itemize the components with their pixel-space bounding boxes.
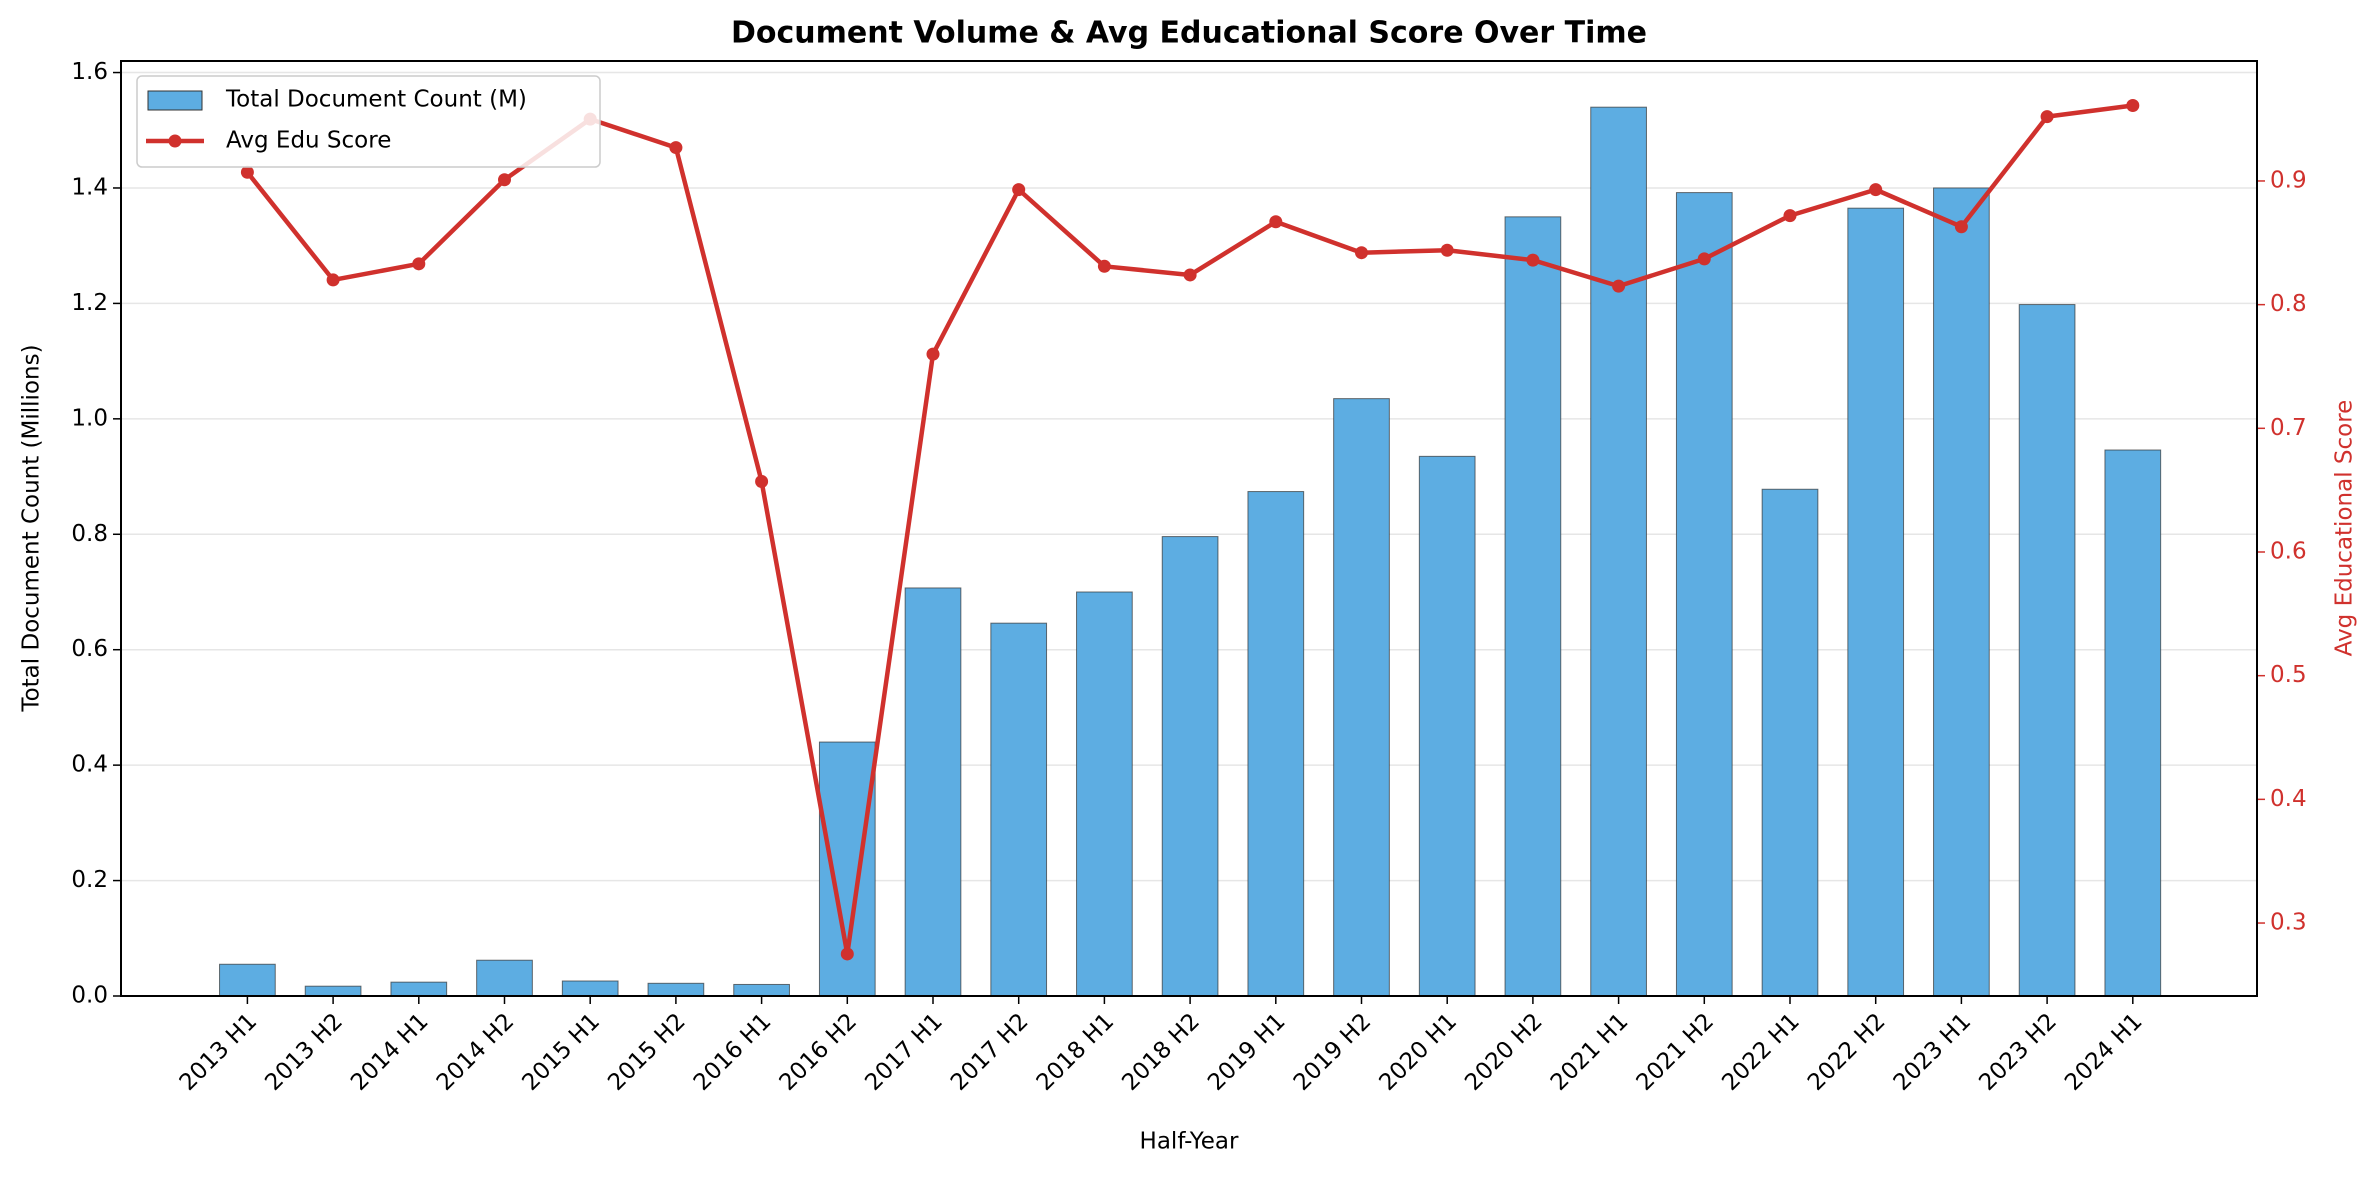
bar	[219, 963, 276, 997]
x-tick-label: 2022 H1	[1717, 1008, 1805, 1096]
bar	[990, 622, 1048, 997]
x-tick-label: 2024 H1	[2060, 1008, 2148, 1096]
bar	[304, 985, 362, 997]
x-tick-label: 2014 H2	[432, 1008, 520, 1096]
bar	[561, 980, 619, 997]
x-tick-label: 2017 H2	[946, 1008, 1034, 1096]
bar	[904, 587, 962, 997]
y2-tick-label: 0.4	[2270, 786, 2307, 812]
legend-box	[136, 75, 601, 168]
line-point	[1783, 209, 1797, 223]
plot-frame	[120, 60, 2258, 997]
line-point	[240, 165, 254, 179]
line-point	[755, 475, 769, 489]
y2-tick-label: 0.3	[2270, 910, 2307, 936]
line-point	[1012, 183, 1026, 197]
bar	[1675, 192, 1733, 997]
y2-tick-label: 0.6	[2270, 538, 2307, 564]
line-point	[926, 347, 940, 361]
y-tick-label: 0.2	[71, 867, 108, 893]
line-point	[1697, 252, 1711, 266]
x-tick-label: 2020 H1	[1375, 1008, 1463, 1096]
y-tick-label: 0.6	[71, 636, 108, 662]
x-tick-label: 2022 H2	[1803, 1008, 1891, 1096]
bar	[1761, 488, 1819, 997]
bar	[1590, 106, 1647, 997]
bar	[1933, 187, 1990, 997]
x-tick-label: 2013 H1	[175, 1008, 263, 1096]
legend-label: Total Document Count (M)	[225, 87, 527, 113]
y-tick-label: 1.0	[71, 405, 108, 431]
y2-tick-label: 0.8	[2270, 291, 2307, 317]
line-point	[1526, 253, 1540, 267]
line-point	[1869, 183, 1883, 197]
line-point	[1612, 279, 1626, 293]
line-point	[1269, 215, 1283, 229]
line-point	[2040, 110, 2054, 124]
bar	[390, 981, 448, 997]
x-tick-label: 2020 H2	[1460, 1008, 1548, 1096]
y-tick-label: 0.8	[71, 521, 108, 547]
line-point	[1355, 246, 1368, 260]
bar	[1504, 216, 1562, 997]
line-point	[1097, 259, 1111, 273]
y2-tick-label: 0.9	[2270, 167, 2307, 193]
y2-tick-label: 0.7	[2270, 415, 2307, 441]
bar	[2018, 304, 2076, 997]
line-point	[326, 273, 340, 287]
bar	[1333, 398, 1390, 997]
x-tick-label: 2015 H2	[603, 1008, 691, 1096]
bar	[1418, 455, 1476, 997]
x-tick-label: 2023 H2	[1974, 1008, 2062, 1096]
y-tick-label: 1.4	[71, 174, 108, 200]
legend-label: Avg Edu Score	[226, 128, 391, 154]
chart-title: Document Volume & Avg Educational Score …	[731, 16, 1647, 51]
x-tick-label: 2014 H1	[346, 1008, 434, 1096]
line-point	[412, 257, 426, 271]
x-tick-label: 2016 H1	[689, 1008, 777, 1096]
y2-tick-label: 0.5	[2270, 662, 2307, 688]
bar	[733, 983, 790, 997]
x-tick-label: 2023 H1	[1889, 1008, 1977, 1096]
legend: Total Document Count (M) Avg Edu Score	[136, 75, 601, 168]
bar	[1161, 536, 1219, 997]
x-tick-label: 2021 H2	[1632, 1008, 1720, 1096]
x-tick-label: 2015 H1	[518, 1008, 606, 1096]
x-tick-label: 2013 H2	[260, 1008, 348, 1096]
bar	[476, 959, 533, 997]
x-tick-label: 2018 H1	[1032, 1008, 1120, 1096]
x-tick-label: 2017 H1	[860, 1008, 948, 1096]
line-point	[669, 141, 683, 155]
y-tick-label: 0.0	[71, 983, 108, 1009]
bar	[2104, 449, 2162, 997]
bar	[1076, 591, 1133, 997]
y-tick-label: 1.6	[71, 59, 108, 85]
bar	[1847, 207, 1905, 997]
bar	[647, 982, 705, 997]
y-axis-label: Total Document Count (Millions)	[19, 344, 45, 712]
legend-marker	[168, 134, 182, 148]
line-point	[2126, 99, 2140, 113]
y-tick-label: 1.2	[71, 290, 108, 316]
x-tick-label: 2021 H1	[1546, 1008, 1634, 1096]
legend-swatch	[147, 90, 203, 111]
line-point	[1183, 268, 1197, 282]
y2-axis-label: Avg Educational Score	[2332, 400, 2358, 657]
x-axis-label: Half-Year	[1140, 1129, 1239, 1155]
x-tick-label: 2016 H2	[775, 1008, 863, 1096]
line-point	[1954, 220, 1968, 234]
line-point	[498, 173, 511, 187]
x-tick-label: 2019 H1	[1203, 1008, 1291, 1096]
y-tick-label: 0.4	[71, 752, 108, 778]
x-tick-label: 2018 H2	[1117, 1008, 1205, 1096]
bar	[1247, 491, 1305, 997]
line-point	[840, 947, 854, 961]
line-point	[1440, 243, 1454, 257]
x-tick-label: 2019 H2	[1289, 1008, 1377, 1096]
